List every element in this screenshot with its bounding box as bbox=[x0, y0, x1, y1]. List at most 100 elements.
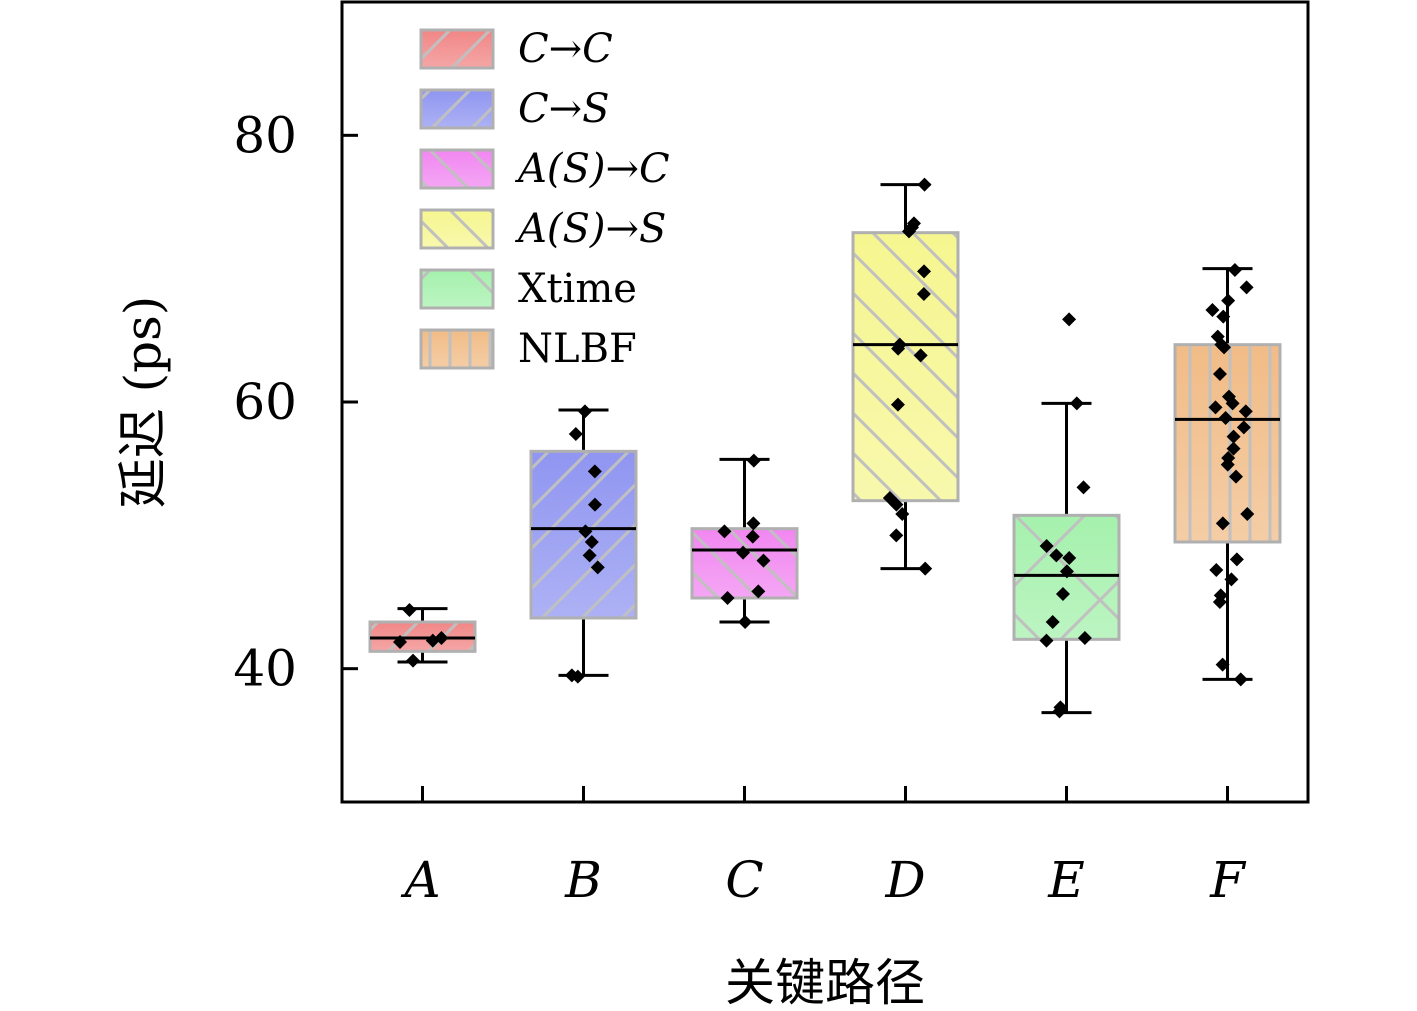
data-point bbox=[425, 633, 440, 648]
data-point bbox=[1224, 572, 1239, 587]
data-point bbox=[913, 348, 928, 363]
legend-item: Xtime bbox=[419, 266, 637, 312]
data-point bbox=[1226, 441, 1241, 456]
data-point bbox=[916, 287, 931, 301]
legend-item: C→C bbox=[419, 26, 613, 72]
legend-swatch-hatch bbox=[419, 268, 495, 310]
data-point bbox=[756, 553, 771, 568]
data-point bbox=[1055, 587, 1070, 601]
data-point bbox=[1039, 539, 1054, 553]
data-point bbox=[1215, 516, 1230, 531]
data-point bbox=[901, 224, 916, 239]
data-point bbox=[570, 669, 585, 684]
data-point bbox=[1052, 704, 1067, 719]
data-point bbox=[1239, 280, 1254, 295]
data-point bbox=[582, 548, 597, 563]
legend: C→C C→S A(S)→C A(S)→S Xtime NLBF bbox=[419, 26, 670, 372]
data-point bbox=[917, 177, 932, 192]
data-point bbox=[1225, 396, 1240, 411]
data-point bbox=[584, 535, 599, 549]
data-point bbox=[1216, 309, 1231, 324]
legend-label: A(S)→C bbox=[514, 146, 670, 192]
data-point bbox=[720, 591, 735, 605]
data-point bbox=[746, 516, 761, 531]
data-point bbox=[1077, 631, 1092, 645]
data-point bbox=[402, 603, 417, 617]
legend-swatch-hatch bbox=[419, 88, 495, 130]
data-point bbox=[393, 635, 408, 649]
data-point bbox=[746, 453, 761, 468]
legend-swatch-hatch bbox=[419, 148, 495, 190]
data-point bbox=[889, 497, 904, 512]
box-hatch bbox=[851, 231, 960, 503]
data-point bbox=[1059, 564, 1074, 579]
legend-item: NLBF bbox=[419, 326, 637, 372]
data-point bbox=[1238, 404, 1253, 419]
data-point bbox=[1208, 400, 1223, 415]
data-point bbox=[1220, 457, 1235, 472]
x-tick-label: B bbox=[564, 851, 602, 909]
axes: 40 60 80 A B C D E F bbox=[233, 106, 1247, 909]
box-D bbox=[851, 177, 960, 576]
data-point bbox=[1049, 548, 1064, 563]
data-point bbox=[578, 524, 593, 539]
data-point bbox=[736, 545, 751, 560]
data-point bbox=[1233, 672, 1248, 687]
box-B bbox=[529, 404, 638, 684]
data-point bbox=[1226, 429, 1241, 444]
y-tick-label: 40 bbox=[233, 640, 297, 698]
data-point bbox=[1215, 657, 1230, 672]
data-point bbox=[891, 341, 906, 356]
data-point bbox=[1240, 507, 1255, 521]
data-point bbox=[1062, 312, 1077, 327]
legend-label: A(S)→S bbox=[514, 206, 666, 252]
data-point bbox=[918, 561, 933, 576]
data-point bbox=[1229, 469, 1244, 484]
data-point bbox=[577, 404, 592, 419]
legend-swatch-hatch bbox=[419, 28, 495, 70]
data-point bbox=[406, 653, 421, 668]
box-C bbox=[690, 453, 799, 629]
data-point bbox=[745, 529, 760, 544]
data-point bbox=[1069, 396, 1084, 411]
x-tick-label: A bbox=[400, 851, 440, 909]
data-point bbox=[587, 464, 602, 479]
data-point bbox=[1227, 263, 1242, 277]
data-point bbox=[717, 524, 732, 539]
data-point bbox=[1209, 563, 1224, 577]
data-point bbox=[917, 264, 932, 279]
data-point bbox=[751, 584, 766, 599]
data-point bbox=[1076, 480, 1091, 495]
legend-swatch-hatch bbox=[419, 208, 495, 250]
legend-label: NLBF bbox=[518, 326, 637, 372]
y-tick-label: 60 bbox=[233, 373, 297, 431]
data-point bbox=[1212, 367, 1227, 381]
y-axis-title: 延迟 (ps) bbox=[114, 296, 172, 509]
box-E bbox=[1012, 312, 1121, 719]
legend-item: A(S)→S bbox=[419, 206, 666, 252]
x-axis-title: 关键路径 bbox=[725, 954, 925, 1011]
box-hatch bbox=[690, 527, 799, 600]
legend-label: C→S bbox=[518, 86, 610, 132]
data-point bbox=[1045, 615, 1060, 629]
data-point bbox=[738, 615, 753, 629]
x-tick-label: C bbox=[725, 851, 763, 909]
data-point bbox=[890, 397, 905, 412]
data-point bbox=[1062, 551, 1077, 565]
data-point bbox=[1229, 552, 1244, 567]
legend-item: A(S)→C bbox=[419, 146, 670, 192]
data-point bbox=[889, 528, 904, 543]
data-point bbox=[1218, 411, 1233, 425]
data-point bbox=[587, 497, 602, 512]
box-hatch bbox=[1173, 343, 1282, 544]
data-point bbox=[1236, 420, 1251, 435]
data-point bbox=[895, 507, 910, 521]
legend-label: Xtime bbox=[518, 266, 637, 312]
legend-label: C→C bbox=[518, 26, 613, 72]
data-point bbox=[1221, 293, 1236, 308]
legend-item: C→S bbox=[419, 86, 610, 132]
x-tick-label: D bbox=[884, 851, 925, 909]
data-point bbox=[1039, 633, 1054, 648]
y-tick-label: 80 bbox=[233, 106, 297, 164]
